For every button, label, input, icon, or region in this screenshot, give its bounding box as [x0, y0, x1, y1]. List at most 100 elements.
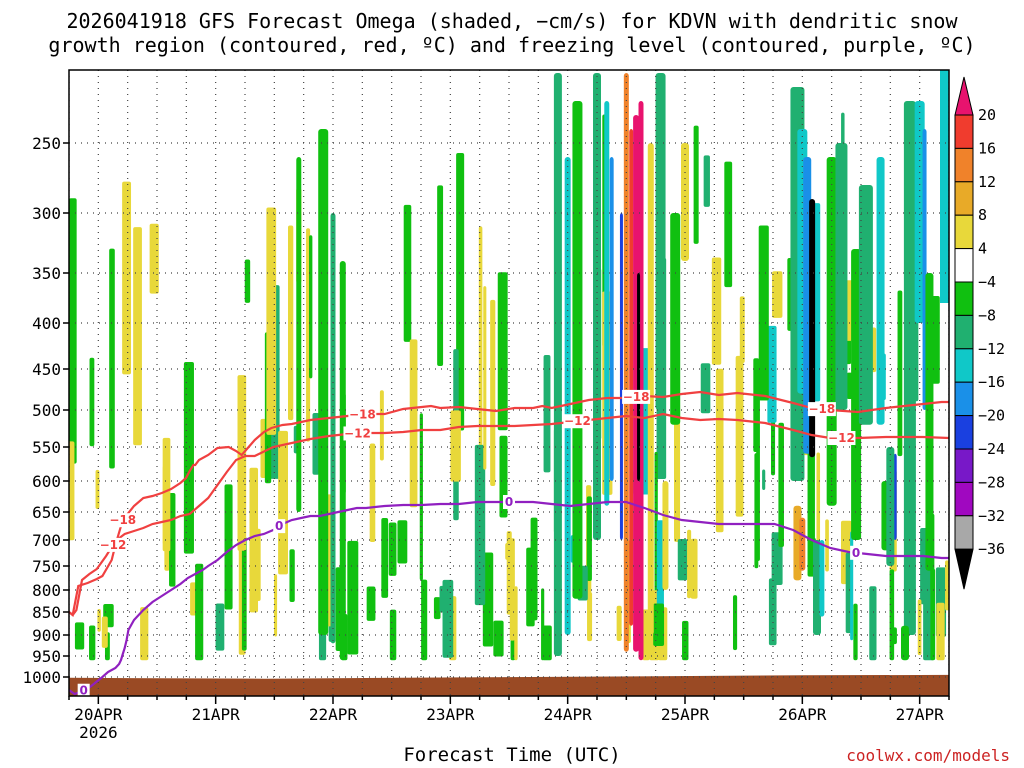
- omega-cell: [403, 204, 412, 342]
- omega-cell: [586, 496, 592, 582]
- omega-cell: [442, 579, 454, 658]
- contour-label: 0: [275, 519, 283, 533]
- colorbar-label: 12: [978, 173, 996, 191]
- omega-cell: [673, 403, 681, 542]
- colorbar-swatch: [954, 314, 974, 350]
- omega-cell: [122, 181, 132, 375]
- omega-cell: [483, 286, 487, 470]
- omega-cell: [930, 568, 936, 661]
- contour-label-bg: [273, 519, 286, 534]
- contour-label: 0: [505, 495, 513, 509]
- omega-cell: [169, 492, 176, 587]
- omega-cell: [439, 585, 445, 613]
- omega-cell: [813, 540, 821, 635]
- omega-cell: [366, 586, 376, 621]
- omega-cell: [421, 579, 428, 661]
- contour-label: −18: [623, 390, 650, 404]
- colorbar-label: −20: [978, 407, 1005, 425]
- omega-cell: [553, 73, 562, 656]
- y-tick-label: 950: [32, 647, 61, 666]
- omega-cell: [379, 390, 384, 461]
- omega-cell: [876, 157, 885, 425]
- y-tick-label: 850: [32, 603, 61, 622]
- x-tick-label: 20APR: [74, 705, 123, 724]
- omega-cell: [347, 540, 359, 655]
- omega-cell: [490, 299, 496, 487]
- omega-cell: [296, 157, 302, 512]
- colorbar-swatch: [954, 181, 974, 216]
- y-tick-label: 350: [32, 264, 61, 283]
- colorbar-swatch: [954, 481, 974, 517]
- colorbar-label: −12: [978, 340, 1005, 358]
- contour-label-bg: [503, 495, 515, 509]
- colorbar-label: 20: [978, 106, 996, 124]
- y-tick-label: 900: [32, 626, 61, 645]
- x-tick-label: 26APR: [778, 705, 827, 724]
- contour-label: 0: [852, 546, 860, 560]
- omega-cell: [616, 605, 622, 642]
- colorbar-arrow-bottom: [954, 548, 974, 590]
- omega-cell: [266, 207, 277, 435]
- omega-cell: [677, 539, 688, 581]
- omega-cell: [693, 125, 699, 244]
- omega-cell: [506, 531, 512, 615]
- omega-cell: [655, 73, 666, 410]
- contour-label: −18: [349, 407, 376, 421]
- omega-cell: [278, 430, 288, 575]
- contour-label-bg: [827, 431, 856, 445]
- x-tick-label: 22APR: [309, 705, 358, 724]
- x-tick-label: 25APR: [661, 705, 710, 724]
- omega-cell: [241, 536, 247, 651]
- omega-cell: [914, 101, 925, 323]
- omega-cell: [109, 248, 115, 469]
- omega-cell: [526, 547, 535, 627]
- omega-cell: [237, 375, 247, 551]
- contour-label-bg: [348, 407, 377, 422]
- omega-cell: [851, 249, 862, 540]
- colorbar-label: −16: [978, 373, 1005, 391]
- colorbar-swatch: [954, 248, 974, 283]
- omega-cell: [758, 225, 769, 401]
- colorbar-label: 8: [978, 206, 987, 224]
- omega-cell: [244, 259, 251, 303]
- omega-cell: [629, 129, 634, 626]
- credit-link[interactable]: coolwx.com/models: [846, 746, 1010, 765]
- y-tick-label: 700: [32, 531, 61, 550]
- colorbar-swatch: [954, 448, 974, 483]
- omega-cell: [753, 358, 760, 453]
- colorbar-swatch: [954, 214, 974, 250]
- contour-label-bg: [99, 537, 127, 552]
- x-tick-label: 24APR: [544, 705, 593, 724]
- contour-label-bg: [850, 545, 863, 560]
- omega-cell: [140, 607, 149, 661]
- omega-cell: [853, 603, 858, 661]
- omega-cell: [433, 597, 441, 620]
- omega-cell: [858, 185, 873, 425]
- y-tick-label: 550: [32, 438, 61, 457]
- omega-cell: [287, 225, 294, 421]
- omega-cell: [195, 563, 204, 661]
- omega-cell: [690, 538, 698, 599]
- omega-cell: [762, 469, 766, 490]
- omega-cell: [89, 357, 95, 447]
- omega-cell: [249, 467, 259, 613]
- omega-cell: [497, 272, 508, 431]
- omega-cell: [886, 447, 895, 566]
- omega-cell: [482, 552, 494, 647]
- omega-cell: [183, 361, 194, 554]
- x-axis-label: Forecast Time (UTC): [403, 744, 621, 766]
- omega-cell: [936, 602, 945, 661]
- omega-cell: [478, 226, 483, 454]
- omega-cell: [309, 235, 313, 379]
- omega-cell: [809, 199, 816, 458]
- omega-cell: [162, 437, 171, 552]
- colorbar-label: −4: [978, 273, 996, 291]
- omega-cell: [893, 453, 897, 540]
- omega-cell: [869, 586, 877, 661]
- omega-cell: [653, 603, 665, 646]
- omega-cell: [397, 520, 408, 564]
- omega-cell: [772, 271, 783, 318]
- colorbar-label: −24: [978, 440, 1005, 458]
- colorbar-swatch: [954, 415, 974, 450]
- terrain-fill: [69, 674, 949, 696]
